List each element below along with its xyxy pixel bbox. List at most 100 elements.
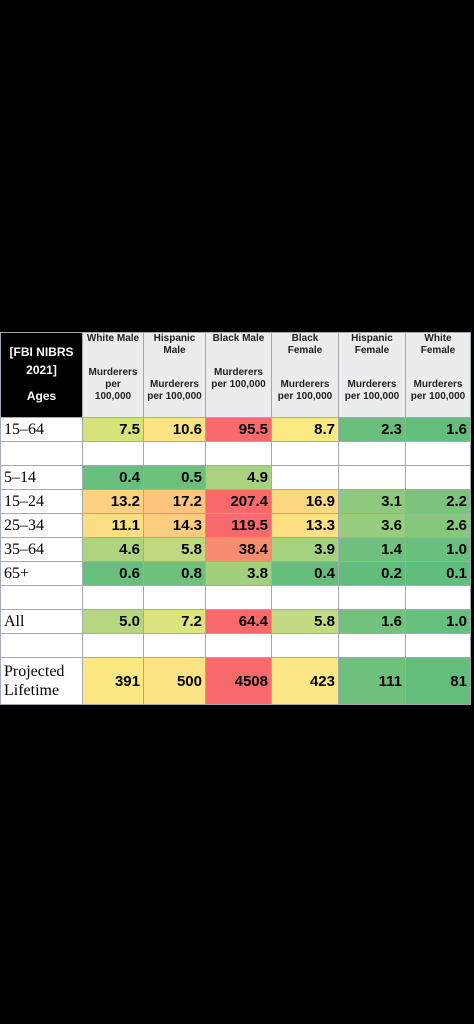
empty-cell <box>0 633 83 658</box>
value-cell: 10.6 <box>143 417 206 442</box>
header-row: [FBI NIBRS 2021] Ages White Male Murderers… <box>0 332 471 418</box>
empty-cell <box>0 585 83 610</box>
data-row: 15–64 7.5 10.6 95.5 8.7 2.3 1.6 <box>0 417 471 442</box>
value-cell: 2.6 <box>405 513 471 538</box>
corner-cell: [FBI NIBRS 2021] Ages <box>0 332 83 418</box>
value-cell: 1.0 <box>405 609 471 634</box>
column-header: Black Female Murderers per 100,000 <box>271 332 339 418</box>
value-cell: 13.2 <box>82 489 144 514</box>
value-cell: 423 <box>271 657 339 705</box>
empty-cell <box>143 633 206 658</box>
row-label: 25–34 <box>0 513 83 538</box>
empty-cell <box>271 441 339 466</box>
empty-cell <box>205 585 272 610</box>
empty-cell <box>271 585 339 610</box>
column-unit: Murderers per 100,000 <box>410 379 466 402</box>
value-cell: 4.9 <box>205 465 272 490</box>
value-cell: 0.8 <box>143 561 206 586</box>
value-cell: 3.6 <box>338 513 406 538</box>
column-name: White Female <box>420 333 456 357</box>
empty-cell <box>405 633 471 658</box>
value-cell: 64.4 <box>205 609 272 634</box>
empty-cell <box>271 465 339 490</box>
empty-cell <box>271 633 339 658</box>
value-cell: 1.6 <box>405 417 471 442</box>
empty-cell <box>405 465 471 490</box>
empty-cell <box>405 441 471 466</box>
value-cell: 11.1 <box>82 513 144 538</box>
row-label: 35–64 <box>0 537 83 562</box>
column-header: White Female Murderers per 100,000 <box>405 332 471 418</box>
data-row: 15–24 13.2 17.2 207.4 16.9 3.1 2.2 <box>0 489 471 514</box>
empty-cell <box>82 441 144 466</box>
table-body: 15–64 7.5 10.6 95.5 8.7 2.3 1.6 5–14 0.4 0.5 4.9 15… <box>0 417 471 705</box>
data-row: Projected Lifetime 391 500 4508 423 111 81 <box>0 657 471 705</box>
value-cell: 3.1 <box>338 489 406 514</box>
column-header: White Male Murderers per 100,000 <box>82 332 144 418</box>
value-cell: 5.0 <box>82 609 144 634</box>
corner-title: [FBI NIBRS 2021] <box>9 345 74 377</box>
value-cell: 5.8 <box>143 537 206 562</box>
value-cell: 1.4 <box>338 537 406 562</box>
spacer-row <box>0 585 471 610</box>
corner-label: Ages <box>26 389 57 403</box>
value-cell: 3.9 <box>271 537 339 562</box>
row-label: Projected Lifetime <box>0 657 83 705</box>
value-cell: 4.6 <box>82 537 144 562</box>
value-cell: 119.5 <box>205 513 272 538</box>
empty-cell <box>405 585 471 610</box>
value-cell: 1.0 <box>405 537 471 562</box>
empty-cell <box>143 585 206 610</box>
value-cell: 8.7 <box>271 417 339 442</box>
empty-cell <box>338 441 406 466</box>
empty-cell <box>143 441 206 466</box>
column-unit: Murderers per 100,000 <box>277 379 333 402</box>
empty-cell <box>338 465 406 490</box>
column-unit: Murderers per 100,000 <box>344 379 400 402</box>
data-row: 35–64 4.6 5.8 38.4 3.9 1.4 1.0 <box>0 537 471 562</box>
value-cell: 3.8 <box>205 561 272 586</box>
value-cell: 5.8 <box>271 609 339 634</box>
empty-cell <box>0 441 83 466</box>
empty-cell <box>338 633 406 658</box>
value-cell: 17.2 <box>143 489 206 514</box>
value-cell: 7.5 <box>82 417 144 442</box>
row-label: 15–24 <box>0 489 83 514</box>
column-header: Black Male Murderers per 100,000 <box>205 332 272 418</box>
empty-cell <box>82 585 144 610</box>
row-label: 15–64 <box>0 417 83 442</box>
row-label: 5–14 <box>0 465 83 490</box>
value-cell: 111 <box>338 657 406 705</box>
column-name: Hispanic Male <box>153 333 196 357</box>
column-name: Black Male <box>212 333 265 345</box>
column-header: Hispanic Female Murderers per 100,000 <box>338 332 406 418</box>
data-row: 65+ 0.6 0.8 3.8 0.4 0.2 0.1 <box>0 561 471 586</box>
value-cell: 1.6 <box>338 609 406 634</box>
value-cell: 16.9 <box>271 489 339 514</box>
column-name: Black Female <box>287 333 323 357</box>
spacer-row <box>0 633 471 658</box>
value-cell: 2.2 <box>405 489 471 514</box>
empty-cell <box>338 585 406 610</box>
value-cell: 500 <box>143 657 206 705</box>
value-cell: 4508 <box>205 657 272 705</box>
value-cell: 0.6 <box>82 561 144 586</box>
value-cell: 0.2 <box>338 561 406 586</box>
value-cell: 14.3 <box>143 513 206 538</box>
value-cell: 81 <box>405 657 471 705</box>
data-row: 25–34 11.1 14.3 119.5 13.3 3.6 2.6 <box>0 513 471 538</box>
spacer-row <box>0 441 471 466</box>
value-cell: 13.3 <box>271 513 339 538</box>
data-row: All 5.0 7.2 64.4 5.8 1.6 1.0 <box>0 609 471 634</box>
row-label: 65+ <box>0 561 83 586</box>
value-cell: 0.4 <box>271 561 339 586</box>
murder-table: [FBI NIBRS 2021] Ages White Male Murderers… <box>0 332 471 705</box>
column-unit: Murderers per 100,000 <box>147 379 202 402</box>
value-cell: 7.2 <box>143 609 206 634</box>
value-cell: 0.5 <box>143 465 206 490</box>
empty-cell <box>205 633 272 658</box>
value-cell: 0.1 <box>405 561 471 586</box>
column-name: White Male <box>86 333 140 345</box>
empty-cell <box>205 441 272 466</box>
